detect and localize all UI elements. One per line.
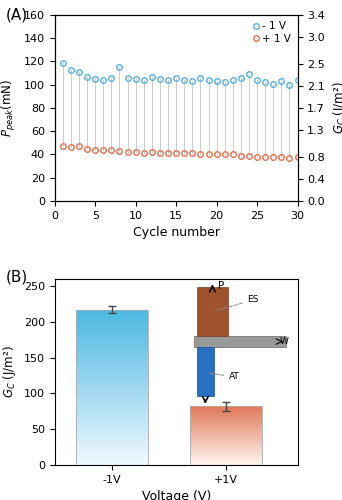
- 1 V — [134, 76, 138, 82]
Text: (B): (B) — [6, 270, 28, 285]
+ 1 V — [295, 154, 300, 160]
- 1 V — [263, 80, 267, 86]
- 1 V — [166, 77, 170, 83]
- 1 V — [198, 75, 202, 81]
- 1 V — [247, 72, 251, 78]
- 1 V — [231, 77, 235, 83]
+ 1 V — [214, 152, 219, 158]
+ 1 V — [287, 155, 291, 161]
- 1 V — [101, 77, 105, 83]
+ 1 V — [77, 144, 81, 150]
+ 1 V — [117, 148, 121, 154]
- 1 V — [117, 64, 121, 70]
+ 1 V — [271, 154, 275, 160]
+ 1 V — [207, 152, 211, 158]
- 1 V — [126, 75, 130, 81]
+ 1 V — [247, 152, 251, 158]
+ 1 V — [231, 152, 235, 158]
- 1 V — [271, 80, 275, 86]
+ 1 V — [101, 147, 105, 153]
- 1 V — [69, 66, 73, 72]
- 1 V — [190, 78, 194, 84]
+ 1 V — [109, 147, 114, 153]
+ 1 V — [239, 152, 243, 158]
X-axis label: Cycle number: Cycle number — [133, 226, 220, 239]
+ 1 V — [150, 149, 154, 155]
+ 1 V — [198, 152, 202, 158]
- 1 V — [182, 77, 186, 83]
- 1 V — [207, 77, 211, 83]
Text: (A): (A) — [6, 8, 28, 22]
+ 1 V — [279, 154, 284, 160]
+ 1 V — [174, 150, 178, 156]
Y-axis label: $G_C$ (J/m²): $G_C$ (J/m²) — [331, 82, 342, 134]
+ 1 V — [182, 150, 186, 156]
+ 1 V — [61, 144, 65, 150]
Bar — [76, 310, 147, 465]
+ 1 V — [263, 154, 267, 160]
- 1 V — [287, 82, 291, 87]
Y-axis label: $P_{peak}$(mN): $P_{peak}$(mN) — [0, 79, 18, 137]
+ 1 V — [93, 147, 97, 153]
Line: + 1 V: + 1 V — [60, 144, 300, 160]
+ 1 V — [190, 150, 194, 156]
- 1 V — [85, 74, 89, 80]
+ 1 V — [166, 150, 170, 156]
- 1 V — [93, 76, 97, 82]
- 1 V — [214, 78, 219, 84]
- 1 V — [174, 75, 178, 81]
+ 1 V — [134, 149, 138, 155]
- 1 V — [77, 69, 81, 75]
+ 1 V — [255, 154, 259, 160]
+ 1 V — [158, 150, 162, 156]
Line: - 1 V: - 1 V — [60, 60, 300, 88]
X-axis label: Voltage (V): Voltage (V) — [142, 490, 211, 500]
Y-axis label: $G_C$ (J/m²): $G_C$ (J/m²) — [1, 346, 18, 399]
+ 1 V — [69, 144, 73, 150]
+ 1 V — [126, 149, 130, 155]
- 1 V — [255, 77, 259, 83]
- 1 V — [239, 75, 243, 81]
+ 1 V — [223, 152, 227, 158]
- 1 V — [142, 77, 146, 83]
- 1 V — [295, 77, 300, 83]
- 1 V — [279, 78, 284, 84]
+ 1 V — [142, 150, 146, 156]
- 1 V — [109, 75, 114, 81]
- 1 V — [150, 74, 154, 80]
Legend: - 1 V, + 1 V: - 1 V, + 1 V — [252, 20, 292, 45]
Bar — [190, 406, 262, 465]
- 1 V — [61, 60, 65, 66]
- 1 V — [223, 80, 227, 86]
+ 1 V — [85, 146, 89, 152]
- 1 V — [158, 76, 162, 82]
